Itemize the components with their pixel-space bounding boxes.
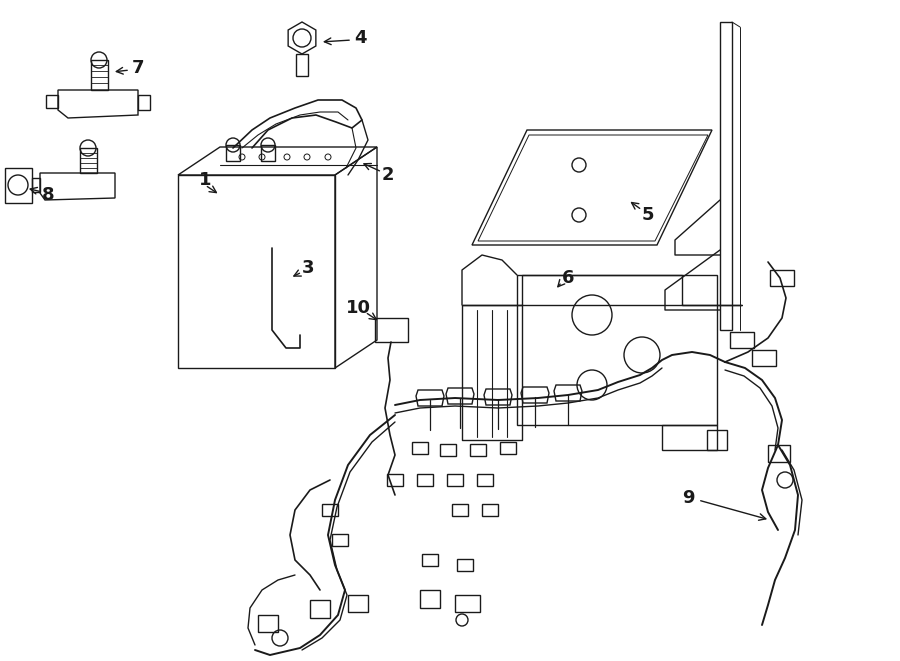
Text: 8: 8 [41,186,54,204]
Text: 3: 3 [302,259,314,277]
Text: 5: 5 [642,206,654,224]
Text: 6: 6 [562,269,574,287]
Text: 10: 10 [346,299,371,317]
Polygon shape [288,22,316,54]
Text: 2: 2 [382,166,394,184]
Text: 7: 7 [131,59,144,77]
Text: 9: 9 [682,489,694,507]
Text: 4: 4 [354,29,366,47]
Text: 1: 1 [199,171,212,189]
